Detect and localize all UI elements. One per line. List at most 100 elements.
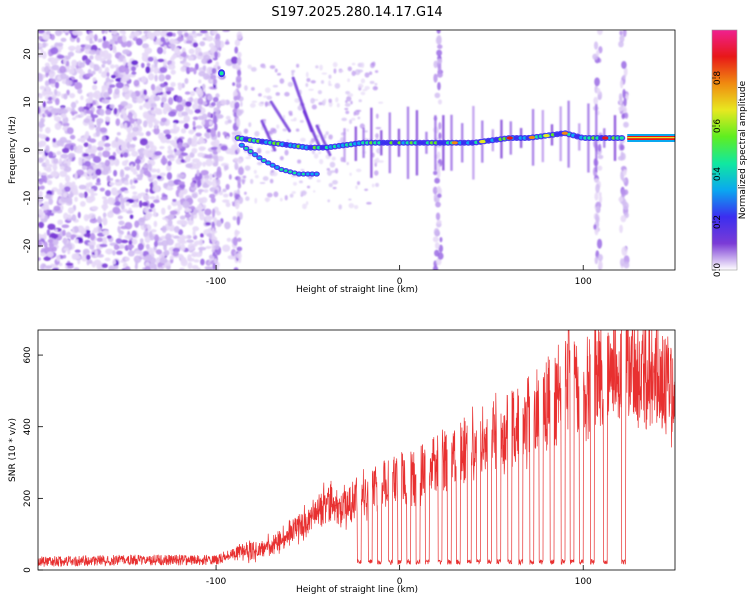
spectrogram-cell bbox=[143, 230, 149, 238]
spectrogram-streak-cell bbox=[437, 71, 443, 78]
spectrogram-cell bbox=[232, 216, 237, 221]
spectrogram-cell bbox=[288, 113, 293, 116]
spectrogram-cell bbox=[167, 219, 173, 227]
spectrogram-cell bbox=[222, 244, 231, 252]
spectrogram-streak-cell bbox=[620, 144, 625, 151]
spectrogram-cell bbox=[95, 130, 101, 137]
spectrogram-cell bbox=[198, 246, 207, 251]
spectrogram-cell bbox=[122, 30, 126, 35]
spectrogram-cell bbox=[180, 243, 186, 252]
spectrogram-cell bbox=[156, 46, 164, 55]
spectrogram-cell bbox=[38, 72, 41, 79]
spectrogram-cell bbox=[175, 158, 183, 165]
spectrogram-cell bbox=[78, 62, 86, 68]
spectrogram-cell bbox=[317, 90, 323, 95]
spectrogram-cell bbox=[147, 73, 155, 81]
spectrogram-cell bbox=[139, 138, 148, 146]
spectrogram-cell bbox=[45, 158, 50, 167]
spectrogram-cell bbox=[103, 142, 111, 148]
spectrogram-cell bbox=[162, 49, 167, 55]
spectrogram-cell bbox=[341, 117, 347, 122]
spectrogram-cell bbox=[349, 172, 352, 176]
spectrogram-cell bbox=[173, 225, 180, 233]
spectrogram-cell bbox=[305, 71, 309, 78]
spectrogram-cell bbox=[76, 37, 80, 43]
spectrogram-streak-cell bbox=[623, 97, 627, 107]
spectrogram-streak-cell bbox=[236, 117, 241, 128]
spectrogram-cell bbox=[71, 253, 78, 260]
spectrogram-streak-cell bbox=[594, 178, 600, 183]
spectrogram-cell bbox=[224, 221, 231, 230]
spectrogram-cell bbox=[230, 248, 237, 257]
spectrogram-hotspot bbox=[451, 141, 458, 145]
spectrogram-cell bbox=[179, 267, 185, 270]
spectrogram-cell bbox=[159, 257, 168, 264]
spectrogram-cell bbox=[51, 94, 57, 99]
spectrogram-branch-core bbox=[248, 150, 253, 153]
spectrogram-streak-cell bbox=[436, 257, 442, 266]
spectrogram-cell bbox=[47, 57, 56, 63]
spectrogram-cell bbox=[143, 30, 148, 35]
spectrogram-cell bbox=[55, 98, 60, 106]
spectrogram-cell bbox=[52, 137, 57, 143]
spectrogram-cell bbox=[294, 98, 301, 103]
spectrogram-cell bbox=[59, 170, 68, 178]
spectrogram-cell bbox=[144, 95, 149, 100]
spectrogram-cell bbox=[78, 184, 87, 190]
spectrogram-cell bbox=[160, 117, 167, 123]
spectrogram-cell bbox=[60, 108, 68, 114]
spectrogram-streak-cell bbox=[216, 169, 222, 179]
spectrogram-ridge bbox=[218, 69, 675, 177]
spectrogram-cell bbox=[88, 49, 97, 55]
spectrogram-cell bbox=[182, 235, 189, 239]
spectrogram-cell bbox=[72, 116, 76, 121]
spectrogram-cell bbox=[106, 235, 112, 239]
spectrogram-cell bbox=[306, 185, 311, 189]
spectrogram-cell bbox=[56, 188, 63, 196]
spectrogram-cell bbox=[148, 120, 154, 129]
spectrogram-cell bbox=[371, 61, 376, 67]
spectrogram-cell bbox=[240, 101, 243, 107]
spectrogram-cell bbox=[133, 201, 138, 207]
spectrogram-cell bbox=[67, 207, 75, 214]
spectrogram-cell bbox=[293, 181, 298, 186]
spectrogram-cell bbox=[57, 219, 63, 226]
spectrogram-cell bbox=[209, 86, 218, 90]
snr-frame bbox=[37, 329, 676, 571]
spectrogram-cell bbox=[114, 201, 121, 206]
spectrogram-streak-cell bbox=[236, 147, 241, 154]
spectrogram-cell bbox=[248, 122, 252, 128]
spectrogram-cell bbox=[51, 246, 57, 252]
spectrogram-y-ticks: -20 -10 0 10 20 bbox=[23, 48, 43, 253]
spectrogram-cell bbox=[354, 69, 361, 76]
spectrogram-cell bbox=[80, 44, 86, 48]
spectrogram-cell bbox=[173, 47, 181, 54]
spectrogram-cell bbox=[146, 62, 151, 67]
spectrogram-cell bbox=[103, 218, 108, 226]
spectrogram-cell bbox=[59, 65, 67, 74]
spectrogram-cell bbox=[153, 220, 158, 228]
spectrogram-cell bbox=[112, 48, 117, 54]
spectrogram-cell bbox=[177, 120, 186, 124]
spectrogram-cell bbox=[323, 98, 327, 104]
spectrogram-cell bbox=[374, 70, 379, 73]
spectrogram-cell bbox=[196, 180, 202, 187]
spectrogram-cell bbox=[305, 201, 309, 206]
spectrogram-streak-cell bbox=[598, 191, 602, 197]
spectrogram-cell bbox=[320, 80, 325, 84]
spectrogram-cell bbox=[167, 145, 172, 151]
spectrogram-cell bbox=[323, 134, 327, 139]
spectrogram-cell bbox=[139, 105, 143, 110]
spectrogram-hotspot bbox=[506, 136, 513, 140]
spectrogram-cell bbox=[133, 112, 138, 120]
spectrogram-cell bbox=[161, 30, 168, 35]
spectrogram-cell bbox=[171, 54, 178, 59]
spectrogram-cell bbox=[80, 95, 84, 101]
spectrogram-cell bbox=[181, 111, 189, 117]
spectrogram-cell bbox=[89, 37, 93, 45]
spectrogram-cell bbox=[142, 120, 148, 128]
spectrogram-cell bbox=[154, 74, 158, 82]
spectrogram-cell bbox=[250, 66, 257, 72]
spectrogram-cell bbox=[182, 57, 187, 62]
spectrogram-branch-core bbox=[244, 147, 248, 150]
